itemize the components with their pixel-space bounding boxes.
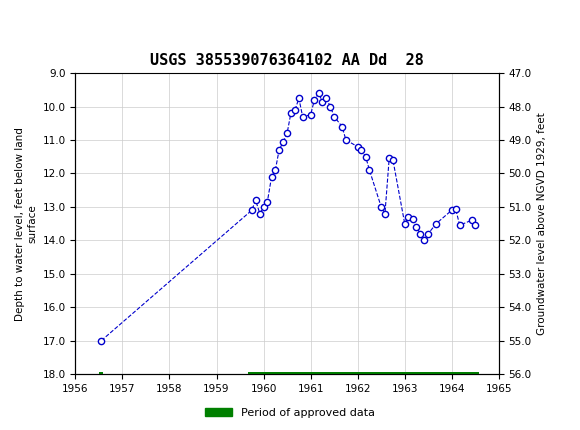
Bar — [248, 372, 479, 376]
Y-axis label: Depth to water level, feet below land
surface: Depth to water level, feet below land su… — [16, 127, 37, 320]
Text: █USGS: █USGS — [12, 15, 70, 37]
Title: USGS 385539076364102 AA Dd  28: USGS 385539076364102 AA Dd 28 — [150, 53, 424, 68]
Y-axis label: Groundwater level above NGVD 1929, feet: Groundwater level above NGVD 1929, feet — [537, 112, 547, 335]
Legend: Period of approved data: Period of approved data — [200, 403, 380, 422]
Bar — [99, 372, 103, 376]
